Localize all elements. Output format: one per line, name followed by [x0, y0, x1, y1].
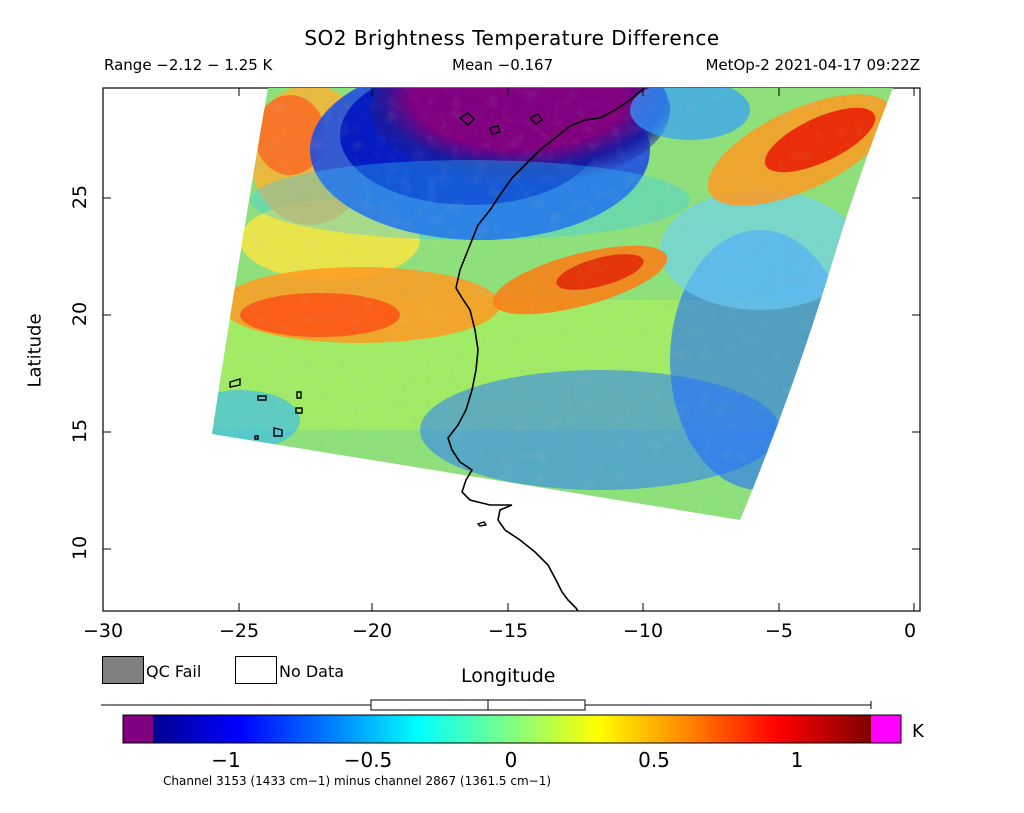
cbtick-1: 1: [790, 748, 804, 772]
range-label: Range −2.12 − 1.25 K: [104, 56, 273, 74]
colorbar-frame: [122, 714, 902, 744]
xtick-minus30: −30: [82, 620, 124, 642]
xtick-minus20: −20: [351, 620, 393, 642]
colorbar-unit: K: [912, 721, 924, 742]
cbtick-minus1: −1: [211, 748, 241, 772]
ytick-10: 10: [69, 535, 92, 561]
distribution-boxplot: [101, 699, 872, 711]
ytick-25: 25: [69, 184, 92, 210]
satellite-time-label: MetOp-2 2021-04-17 09:22Z: [705, 56, 920, 74]
qc-fail-swatch: [102, 656, 144, 684]
xtick-minus15: −15: [487, 620, 529, 642]
colorbar-over: [871, 715, 901, 743]
swath-field: [212, 88, 893, 520]
ytick-20: 20: [69, 301, 92, 327]
cbtick-0: 0: [504, 748, 518, 772]
colorbar-under: [123, 715, 153, 743]
cbtick-0-5: 0.5: [638, 748, 670, 772]
cbtick-minus0-5: −0.5: [343, 748, 393, 772]
ytick-15: 15: [69, 418, 92, 444]
xtick-minus25: −25: [218, 620, 260, 642]
axis-ticks: [102, 88, 920, 611]
colorbar-gradient: [153, 715, 871, 743]
xtick-minus10: −10: [622, 620, 664, 642]
xtick-0: 0: [903, 620, 917, 642]
y-axis-label: Latitude: [24, 313, 46, 388]
qc-fail-label: QC Fail: [146, 662, 202, 681]
map-title: SO2 Brightness Temperature Difference: [304, 26, 720, 50]
coastline: [447, 87, 645, 612]
no-data-swatch: [235, 656, 277, 684]
xtick-minus5: −5: [764, 620, 794, 642]
x-axis-label: Longitude: [461, 665, 556, 687]
no-data-label: No Data: [279, 662, 345, 681]
channel-note: Channel 3153 (1433 cm−1) minus channel 2…: [163, 774, 552, 788]
coastline-islands: [229, 112, 543, 527]
mean-label: Mean −0.167: [452, 56, 554, 74]
